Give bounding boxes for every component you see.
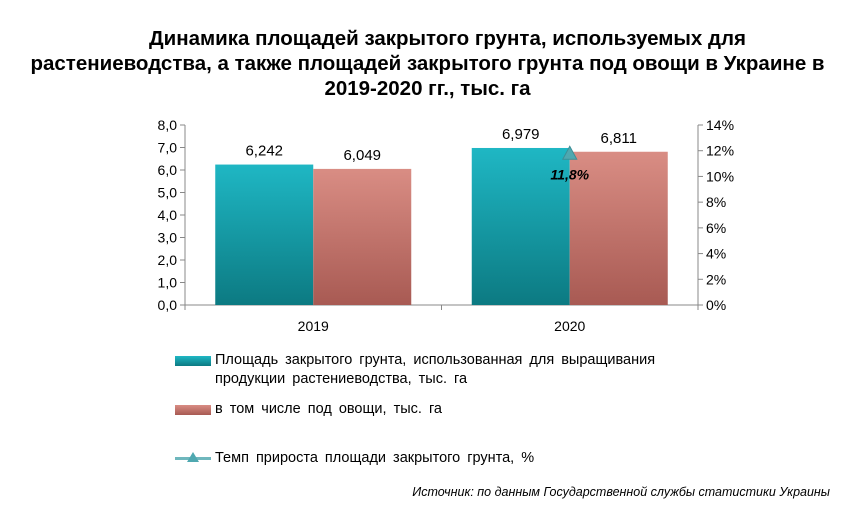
y2-tick-label: 14% — [706, 117, 734, 133]
chart-title-line-1: Динамика площадей закрытого грунта, испо… — [149, 27, 746, 50]
y2-tick-label: 4% — [706, 246, 726, 262]
growth-data-label: 11,8% — [550, 166, 589, 182]
y2-tick-label: 0% — [706, 297, 726, 313]
y-tick-label: 3,0 — [158, 230, 178, 246]
legend-label-growth-rate: Темп прироста площади закрытого грунта, … — [215, 450, 535, 466]
triangle-marker-icon — [187, 452, 199, 462]
legend-swatch-growth-rate — [175, 449, 211, 468]
legend-item-growth-rate: Темп прироста площади закрытого грунта, … — [175, 449, 534, 468]
y-tick-label: 5,0 — [158, 185, 178, 201]
legend-item-vegetables: в том числе под овощи, тыс. га — [175, 400, 442, 419]
y2-tick-label: 12% — [706, 143, 734, 159]
y-tick-label: 8,0 — [158, 117, 178, 133]
y2-tick-label: 10% — [706, 168, 734, 184]
bar-data-label: 6,242 — [245, 143, 283, 160]
y-tick-label: 2,0 — [158, 252, 178, 268]
y-tick-label: 7,0 — [158, 140, 178, 156]
y2-tick-label: 6% — [706, 220, 726, 236]
chart-title-line-2: растениеводства, а также площадей закрыт… — [30, 52, 825, 75]
y-tick-label: 1,0 — [158, 275, 178, 291]
x-tick-label: 2020 — [554, 318, 585, 334]
chart-title-line-3: 2019-2020 гг., тыс. га — [324, 77, 531, 100]
legend-label-total-area-line-2: продукции растениеводства, тыс. га — [215, 371, 468, 387]
y2-tick-label: 2% — [706, 271, 726, 287]
y-tick-label: 6,0 — [158, 162, 178, 178]
y2-tick-label: 8% — [706, 194, 726, 210]
chart-title: Динамика площадей закрытого грунта, испо… — [0, 26, 855, 101]
bar — [569, 151, 668, 305]
growth-point-marker — [561, 145, 578, 160]
x-tick-label: 2019 — [298, 318, 329, 334]
bar — [313, 168, 412, 305]
source-note: Источник: по данным Государственной служ… — [412, 485, 830, 499]
legend-swatch-vegetables — [175, 405, 211, 415]
y-tick-label: 0,0 — [158, 297, 178, 313]
bar — [215, 164, 314, 305]
bar-data-label: 6,049 — [343, 147, 381, 164]
legend-item-total-area: Площадь закрытого грунта, использованная… — [175, 351, 655, 389]
legend-swatch-total-area — [175, 356, 211, 366]
y-tick-label: 4,0 — [158, 207, 178, 223]
legend-label-total-area-line-1: Площадь закрытого грунта, использованная… — [215, 352, 656, 368]
bar-data-label: 6,811 — [601, 130, 637, 147]
legend-label-vegetables: в том числе под овощи, тыс. га — [215, 401, 442, 417]
bar — [471, 147, 570, 305]
bar-data-label: 6,979 — [502, 126, 540, 143]
